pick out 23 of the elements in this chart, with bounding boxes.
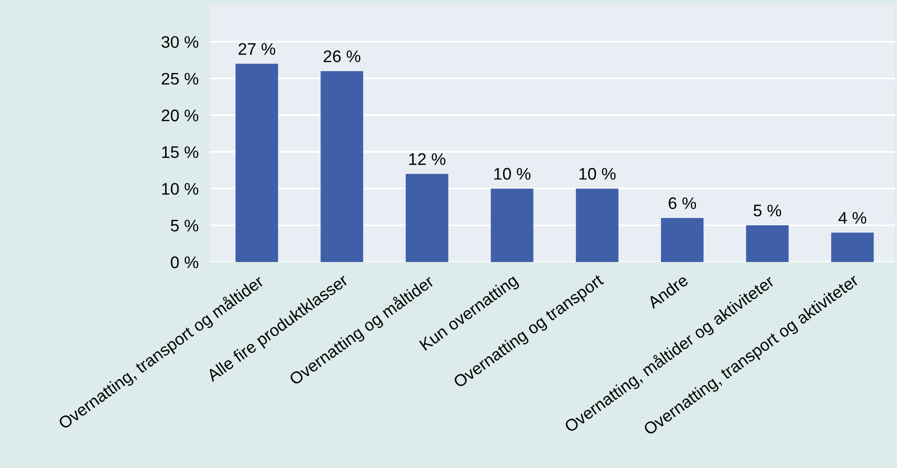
data-label: 5 % xyxy=(754,204,782,216)
data-label: 10 % xyxy=(494,168,530,180)
y-tick-label: 25 % xyxy=(162,72,198,85)
y-tick-label: 30 % xyxy=(162,36,198,48)
bar xyxy=(576,188,618,262)
y-tick-label: 20 % xyxy=(162,110,198,122)
data-label: 26 % xyxy=(324,50,360,62)
bar xyxy=(236,64,278,262)
bar xyxy=(746,225,789,262)
bar xyxy=(320,71,364,262)
data-label: 4 % xyxy=(838,212,866,224)
data-label: 10 % xyxy=(579,168,616,180)
bar xyxy=(406,174,448,262)
bar xyxy=(490,188,534,262)
data-label: 6 % xyxy=(668,197,696,210)
bar xyxy=(660,218,704,262)
y-tick-label: 15 % xyxy=(162,146,198,158)
data-label: 12 % xyxy=(409,153,446,165)
bar xyxy=(831,232,874,262)
data-label: 27 % xyxy=(238,43,276,55)
y-tick-label: 10 % xyxy=(162,182,198,195)
y-tick-label: 5 % xyxy=(170,220,198,232)
y-tick-label: 0 % xyxy=(170,256,198,268)
